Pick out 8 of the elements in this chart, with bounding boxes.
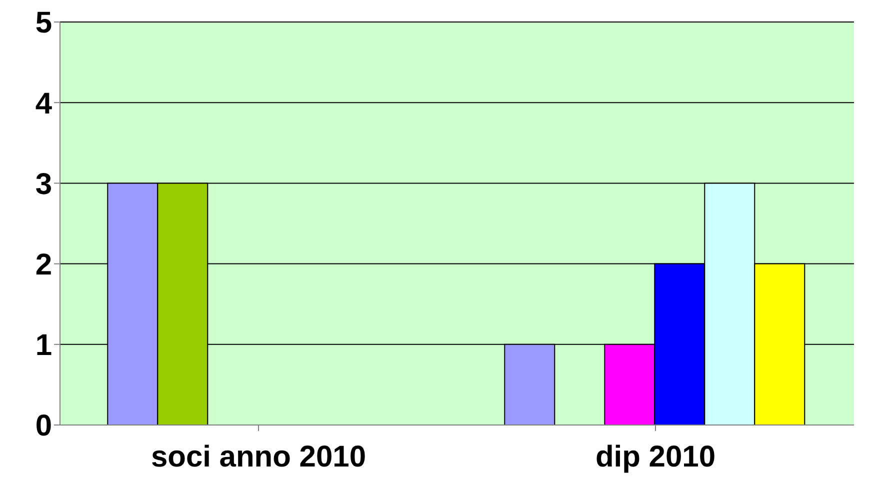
x-tick-label: dip 2010 [595,440,716,474]
y-tick-label: 0 [35,410,52,443]
x-tick-label: soci anno 2010 [150,440,366,474]
y-tick-label: 3 [35,168,52,201]
y-tick-label: 2 [35,248,52,282]
y-tick-label: 4 [35,87,52,120]
y-tick-label: 5 [35,6,52,40]
y-tick-label: 1 [35,329,52,362]
